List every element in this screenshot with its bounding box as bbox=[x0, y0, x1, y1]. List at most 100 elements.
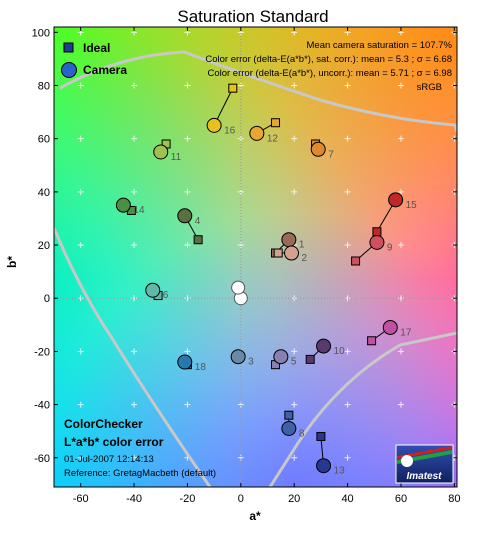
bottom-label: ColorChecker L*a*b* color error 01-Jul-2… bbox=[64, 417, 216, 479]
info-error-uncorr: Color error (delta-E(a*b*), uncorr.): me… bbox=[207, 68, 452, 79]
axis-ticks: -60 -40 -20 0 20 40 60 80 -60 -40 -20 0 20 40 60 80 100 bbox=[32, 27, 460, 505]
grid-cross bbox=[291, 348, 298, 355]
grid-cross bbox=[184, 188, 191, 195]
grid-cross bbox=[131, 401, 138, 408]
patch-number-15: 15 bbox=[406, 200, 418, 211]
grid-cross bbox=[184, 348, 191, 355]
y-tick-label: 40 bbox=[38, 187, 50, 199]
camera-point-16 bbox=[206, 117, 222, 133]
grid-cross bbox=[397, 242, 404, 249]
legend-camera-marker bbox=[61, 62, 77, 78]
info-block: Mean camera saturation = 107.7% Color er… bbox=[205, 40, 452, 93]
camera-point-15 bbox=[388, 192, 404, 208]
label-reference: Reference: GretagMacbeth (default) bbox=[64, 468, 216, 479]
grid-cross bbox=[397, 82, 404, 89]
camera-point-18 bbox=[177, 354, 193, 370]
camera-point-2 bbox=[284, 245, 300, 261]
grid-cross bbox=[131, 454, 138, 461]
patch-number-14: 14 bbox=[133, 205, 145, 216]
grid-cross bbox=[77, 82, 84, 89]
patch-number-1: 1 bbox=[299, 240, 305, 251]
y-tick-label: -60 bbox=[34, 453, 50, 465]
grid-cross bbox=[77, 242, 84, 249]
plot-background bbox=[54, 27, 457, 487]
patch-number-10: 10 bbox=[334, 346, 346, 357]
grid-cross bbox=[397, 188, 404, 195]
grid-cross bbox=[184, 82, 191, 89]
patch-number-12: 12 bbox=[267, 133, 279, 144]
x-tick-label: 40 bbox=[341, 493, 353, 505]
patch-number-8: 8 bbox=[299, 429, 305, 440]
logo-text: Imatest bbox=[406, 471, 442, 482]
camera-point-6 bbox=[145, 282, 161, 298]
grid-cross bbox=[291, 401, 298, 408]
camera-point-4 bbox=[177, 208, 193, 224]
camera-point-11 bbox=[153, 144, 169, 160]
grid-cross bbox=[344, 82, 351, 89]
ideal-point-2 bbox=[273, 248, 283, 258]
patch-number-4: 4 bbox=[195, 216, 201, 227]
x-tick-label: 20 bbox=[288, 493, 300, 505]
grid-cross bbox=[344, 348, 351, 355]
camera-point-3 bbox=[230, 349, 246, 365]
grid-cross bbox=[131, 135, 138, 142]
x-tick-label: 80 bbox=[448, 493, 460, 505]
grid-cross bbox=[344, 242, 351, 249]
patch-number-11: 11 bbox=[171, 152, 182, 163]
patch-number-2: 2 bbox=[302, 253, 308, 264]
label-lab-error: L*a*b* color error bbox=[64, 435, 164, 449]
neutral-point bbox=[231, 280, 246, 295]
x-tick-label: 60 bbox=[395, 493, 407, 505]
info-colorspace: sRGB bbox=[417, 82, 442, 93]
label-date: 01-Jul-2007 12:14:13 bbox=[64, 454, 154, 465]
patch-number-18: 18 bbox=[195, 362, 207, 373]
ideal-point-10 bbox=[305, 354, 315, 364]
x-tick-label: -40 bbox=[126, 493, 142, 505]
y-tick-label: -20 bbox=[34, 346, 50, 358]
y-axis-label: b* bbox=[5, 256, 19, 268]
patch-number-13: 13 bbox=[334, 466, 346, 477]
legend-ideal-label: Ideal bbox=[83, 41, 110, 55]
ideal-point-9 bbox=[351, 256, 361, 266]
x-tick-label: -60 bbox=[73, 493, 89, 505]
ideal-point-17 bbox=[367, 336, 377, 346]
camera-point-10 bbox=[316, 338, 332, 354]
ideal-point-8 bbox=[284, 410, 294, 420]
grid-cross bbox=[397, 401, 404, 408]
camera-point-17 bbox=[382, 319, 398, 335]
grid-cross bbox=[397, 348, 404, 355]
y-tick-label: 0 bbox=[44, 293, 50, 305]
grid-cross bbox=[131, 242, 138, 249]
patch-number-17: 17 bbox=[400, 327, 412, 338]
grid-cross bbox=[184, 401, 191, 408]
grid-cross bbox=[344, 135, 351, 142]
info-error-sat-corr: Color error (delta-E(a*b*), sat. corr.):… bbox=[205, 54, 452, 65]
grid-cross bbox=[77, 188, 84, 195]
patch-number-3: 3 bbox=[248, 357, 254, 368]
x-tick-label: -20 bbox=[179, 493, 195, 505]
legend: Ideal Camera bbox=[61, 41, 127, 78]
ideal-point-13 bbox=[316, 431, 326, 441]
legend-camera-label: Camera bbox=[83, 63, 127, 77]
grid-cross bbox=[131, 348, 138, 355]
ideal-point-12 bbox=[271, 118, 281, 128]
ideal-point-16 bbox=[228, 83, 238, 93]
zero-lines bbox=[54, 27, 457, 487]
patch-number-16: 16 bbox=[224, 125, 236, 136]
patch-number-9: 9 bbox=[387, 242, 393, 253]
grid-cross bbox=[291, 188, 298, 195]
grid-cross bbox=[131, 82, 138, 89]
chart-title: Saturation Standard bbox=[177, 7, 328, 26]
y-tick-label: 100 bbox=[32, 27, 50, 39]
grid-cross bbox=[184, 242, 191, 249]
camera-point-12 bbox=[249, 125, 265, 141]
grid-cross bbox=[77, 348, 84, 355]
y-tick-label: 20 bbox=[38, 240, 50, 252]
grid-cross bbox=[131, 188, 138, 195]
camera-point-5 bbox=[273, 349, 289, 365]
grid-cross bbox=[291, 454, 298, 461]
gamut-boundary bbox=[54, 50, 457, 487]
label-colorchecker: ColorChecker bbox=[64, 417, 143, 431]
camera-point-9 bbox=[369, 234, 385, 250]
